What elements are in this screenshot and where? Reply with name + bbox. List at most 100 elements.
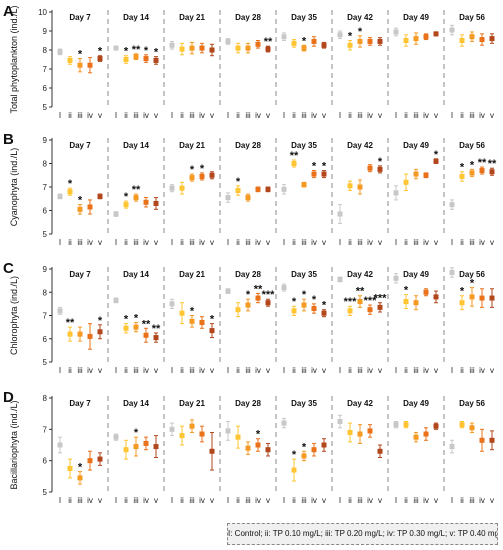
data-point — [377, 448, 383, 454]
x-tick-label: iii — [469, 366, 475, 375]
x-tick-label: iii — [357, 111, 363, 120]
data-point — [423, 289, 429, 295]
x-tick-label: iii — [77, 366, 83, 375]
data-point — [291, 161, 297, 166]
data-point — [153, 200, 159, 206]
significance-star: ** — [264, 36, 273, 48]
significance-star: * — [144, 45, 149, 57]
x-tick-label: iv — [423, 366, 429, 375]
day-label: Day 21 — [179, 141, 205, 150]
data-point — [489, 295, 495, 301]
panel-tag: C — [3, 260, 14, 277]
x-tick-label: iv — [143, 111, 149, 120]
data-point — [77, 331, 83, 337]
significance-star: ** — [66, 317, 75, 329]
data-point — [153, 57, 159, 63]
x-tick-label: ii — [236, 111, 240, 120]
x-tick-label: I — [339, 238, 341, 247]
x-tick-label: ii — [348, 496, 352, 505]
significance-star: ** — [152, 323, 161, 335]
y-tick-label: 6 — [43, 335, 48, 344]
data-point — [189, 318, 195, 324]
day-label: Day 7 — [69, 13, 91, 22]
data-point — [459, 173, 465, 179]
significance-star: * — [78, 49, 83, 61]
x-tick-label: ii — [180, 238, 184, 247]
data-point — [423, 431, 429, 437]
data-point — [235, 307, 241, 313]
y-tick-label: 5 — [43, 488, 48, 497]
x-tick-label: I — [339, 366, 341, 375]
significance-star: * — [98, 46, 103, 58]
data-point — [123, 202, 129, 208]
x-tick-label: v — [322, 366, 326, 375]
data-point — [377, 166, 383, 172]
day-label: Day 49 — [403, 141, 429, 150]
data-point — [291, 40, 297, 46]
x-tick-label: I — [451, 111, 453, 120]
x-tick-label: I — [227, 366, 229, 375]
x-tick-label: I — [227, 238, 229, 247]
x-tick-label: v — [490, 496, 494, 505]
x-tick-label: v — [490, 238, 494, 247]
day-label: Day 42 — [347, 141, 373, 150]
x-tick-label: I — [227, 496, 229, 505]
x-tick-label: v — [210, 366, 214, 375]
x-tick-label: iii — [469, 496, 475, 505]
data-point — [459, 422, 465, 428]
data-point — [413, 171, 419, 177]
x-tick-label: iii — [133, 111, 139, 120]
data-point — [87, 204, 93, 210]
significance-star: * — [434, 149, 439, 161]
data-point — [265, 300, 271, 306]
x-tick-label: iii — [301, 366, 307, 375]
x-tick-label: ii — [68, 496, 72, 505]
data-point — [337, 276, 343, 282]
y-tick-label: 8 — [43, 160, 48, 169]
x-tick-label: ii — [236, 496, 240, 505]
data-point — [57, 49, 63, 55]
significance-star: * — [312, 161, 317, 173]
x-tick-label: I — [171, 238, 173, 247]
y-tick-label: 6 — [43, 84, 48, 93]
data-point — [489, 36, 495, 42]
data-point — [479, 437, 485, 443]
data-point — [87, 62, 93, 68]
data-point — [403, 38, 409, 43]
x-tick-label: v — [210, 238, 214, 247]
x-tick-label: v — [266, 496, 270, 505]
x-tick-label: I — [59, 496, 61, 505]
x-tick-label: I — [59, 111, 61, 120]
data-point — [199, 319, 205, 325]
data-point — [199, 431, 205, 437]
significance-star: * — [302, 441, 307, 453]
x-tick-label: v — [210, 496, 214, 505]
x-tick-label: ii — [292, 111, 296, 120]
data-point — [245, 302, 251, 308]
x-tick-label: v — [434, 496, 438, 505]
x-tick-label: ii — [180, 496, 184, 505]
data-point — [179, 433, 185, 439]
data-point — [403, 179, 409, 185]
x-tick-label: I — [115, 496, 117, 505]
data-point — [377, 304, 383, 310]
data-point — [153, 335, 159, 341]
data-point — [413, 300, 419, 306]
x-tick-label: iv — [423, 238, 429, 247]
x-tick-label: v — [322, 496, 326, 505]
x-tick-label: v — [434, 366, 438, 375]
significance-star: * — [470, 278, 475, 290]
day-label: Day 14 — [123, 141, 149, 150]
significance-star: *** — [262, 289, 276, 301]
y-tick-label: 7 — [43, 65, 48, 74]
day-label: Day 28 — [235, 13, 261, 22]
x-tick-label: v — [490, 111, 494, 120]
x-tick-label: iii — [413, 238, 419, 247]
data-point — [143, 332, 149, 338]
significance-star: * — [124, 191, 129, 203]
legend-text: I: Control; ii: TP 0.10 mg/L; iii: TP 0.… — [228, 529, 498, 538]
data-point — [143, 56, 149, 62]
data-point — [367, 38, 373, 44]
day-label: Day 7 — [69, 141, 91, 150]
x-tick-label: I — [283, 238, 285, 247]
